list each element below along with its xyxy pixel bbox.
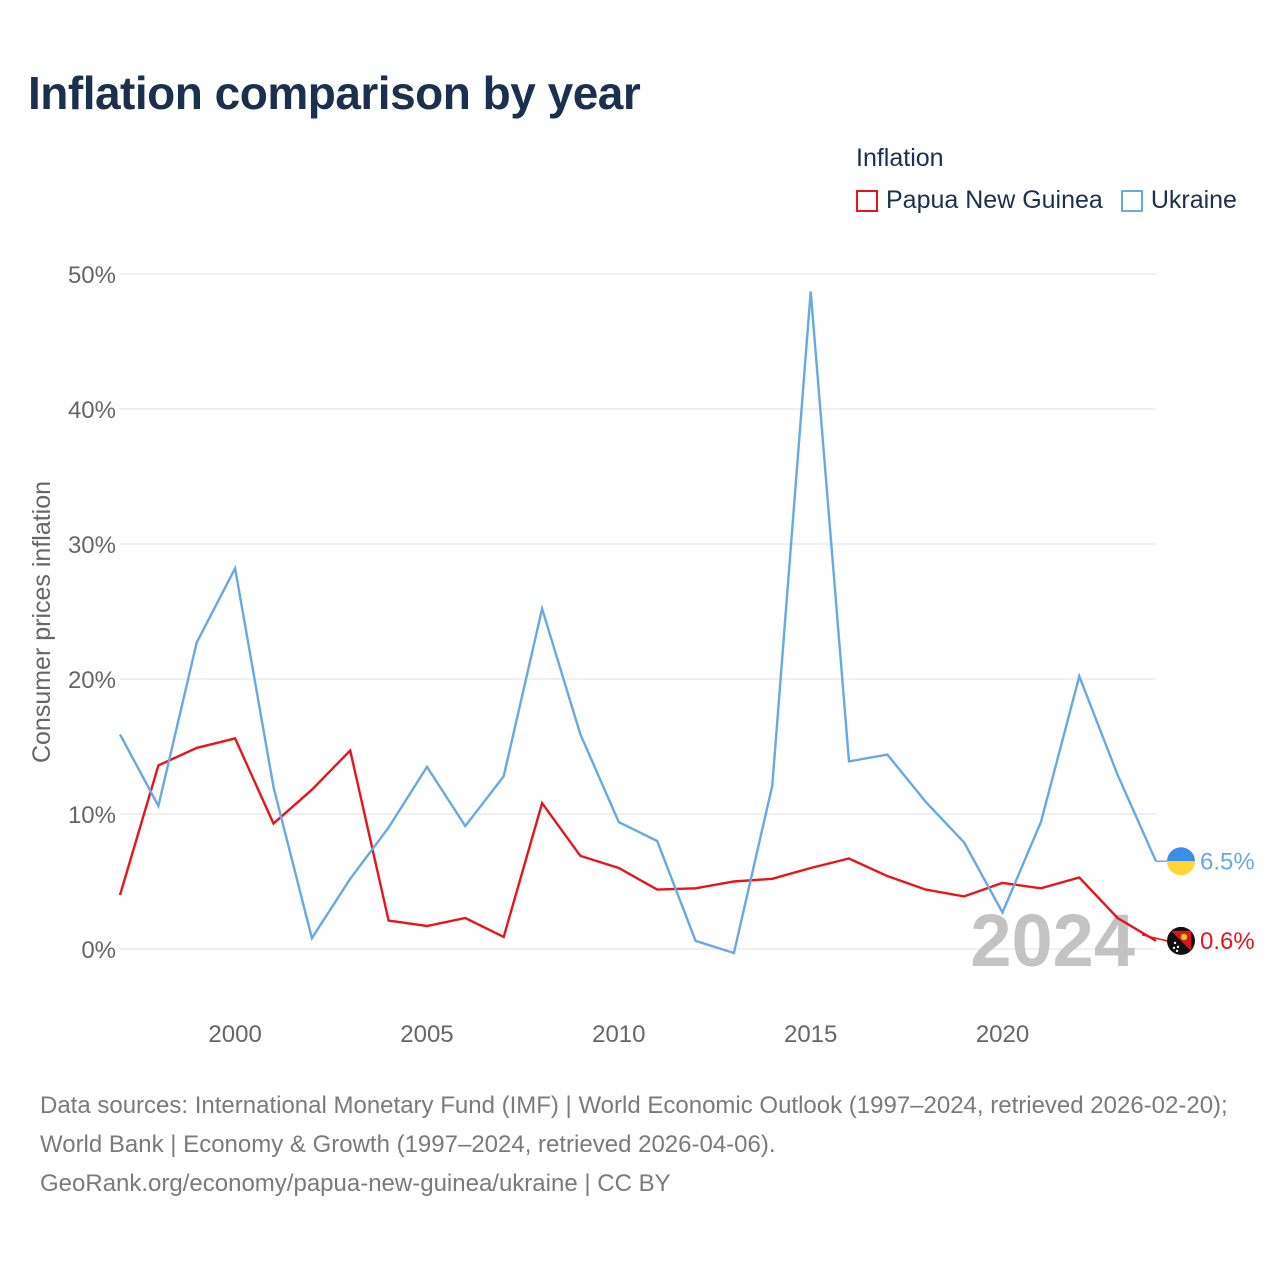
- x-tick-label: 2010: [592, 1021, 645, 1048]
- credit-link[interactable]: GeoRank.org/economy/papua-new-guinea/ukr…: [40, 1170, 671, 1197]
- y-tick-label: 40%: [68, 397, 116, 424]
- legend-swatch-papua-new-guinea: [856, 189, 878, 212]
- ukraine-flag-icon: [1156, 847, 1195, 876]
- x-tick-label: 2015: [784, 1021, 837, 1048]
- x-tick-label: 2005: [400, 1021, 453, 1048]
- chart-title: Inflation comparison by year: [28, 67, 641, 119]
- series-end-markers: 6.5% 0.6%: [1141, 847, 1255, 955]
- y-tick-label: 10%: [68, 802, 116, 829]
- legend-item-ukraine[interactable]: Ukraine: [1120, 186, 1237, 215]
- footer: Data sources: International Monetary Fun…: [40, 1086, 1250, 1203]
- legend-swatch-ukraine: [1120, 189, 1143, 212]
- series-lines: [118, 291, 1158, 955]
- x-tick-label: 2000: [208, 1021, 261, 1048]
- y-axis-label: Consumer prices inflation: [28, 481, 56, 763]
- grid-lines: [120, 273, 1156, 950]
- y-tick-label: 0%: [81, 937, 116, 964]
- legend-heading: Inflation: [856, 144, 944, 172]
- end-label-ukraine: 6.5%: [1200, 848, 1255, 875]
- end-label-papua-new-guinea: 0.6%: [1200, 928, 1255, 955]
- x-tick-label: 2020: [976, 1021, 1029, 1048]
- year-watermark: 2024: [970, 899, 1135, 982]
- y-tick-label: 30%: [68, 532, 116, 559]
- papua-new-guinea-flag-icon: [1141, 926, 1195, 955]
- legend-item-papua-new-guinea[interactable]: Papua New Guinea: [856, 186, 1103, 215]
- legend-label-ukraine: Ukraine: [1150, 186, 1237, 214]
- series-line-ukraine[interactable]: [118, 291, 1158, 955]
- data-sources: Data sources: International Monetary Fun…: [40, 1092, 1228, 1158]
- legend: Papua New Guinea Ukraine: [856, 186, 1237, 215]
- x-axis-ticks: 2000 2005 2010 2015 2020: [208, 1021, 1029, 1048]
- y-tick-label: 20%: [68, 667, 116, 694]
- legend-label-papua-new-guinea: Papua New Guinea: [886, 186, 1103, 214]
- y-tick-label: 50%: [68, 262, 116, 289]
- line-chart: 0% 10% 20% 30% 40% 50% 2000 2005 2010 2015 2020 C…: [28, 262, 1255, 1048]
- series-line-papua-new-guinea[interactable]: [118, 736, 1157, 942]
- y-axis-ticks: 0% 10% 20% 30% 40% 50%: [68, 262, 116, 964]
